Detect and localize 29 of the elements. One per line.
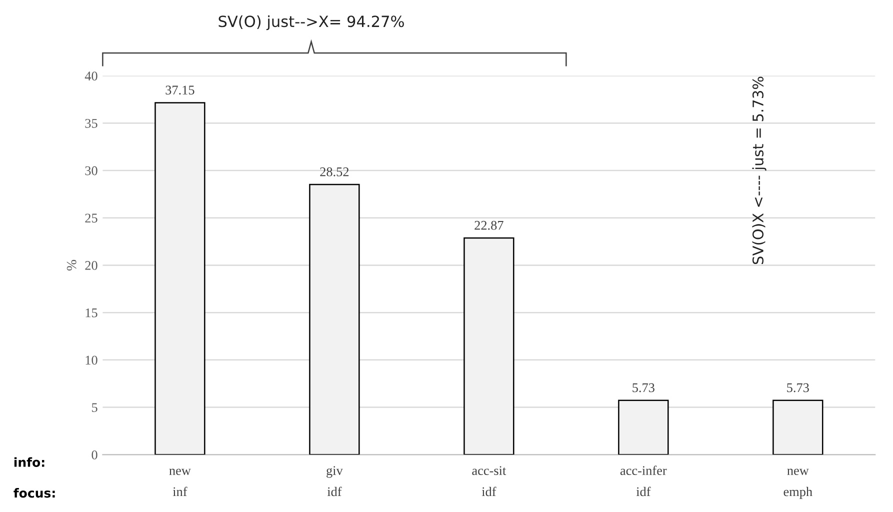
data-label: 37.15 (166, 86, 194, 95)
y-tick-label: 30 (85, 166, 98, 176)
x-tick-label: new inf (169, 468, 191, 496)
text: info: (14, 457, 44, 467)
data-label: 5.73 (787, 383, 809, 392)
bar (309, 184, 360, 455)
data-label: 28.52 (320, 167, 349, 176)
y-tick-label: 10 (86, 356, 98, 365)
annotation: SV(O)X <---- just = 5.73% (752, 76, 766, 264)
data-label: 5.73 (632, 383, 654, 392)
bar (464, 237, 514, 455)
y-tick-label: 0 (92, 450, 98, 460)
y-axis-title: % (66, 260, 76, 271)
text: SV(O) just-->X= 94.27% (218, 15, 404, 30)
y-tick-label: 25 (85, 214, 98, 223)
x-tick-label: new emph (784, 468, 812, 499)
x-tick-label: acc-infer idf (620, 466, 667, 496)
bar (618, 400, 669, 455)
y-tick-label: 15 (86, 308, 98, 318)
y-tick-label: 20 (85, 261, 98, 270)
y-tick-label: 40 (84, 72, 98, 80)
bar (154, 102, 206, 455)
x-tick-label: acc-sit idf (472, 466, 506, 496)
y-tick-label: 35 (85, 118, 98, 128)
data-label: 22.87 (474, 220, 504, 230)
bar (772, 400, 824, 455)
y-tick-label: 5 (92, 403, 98, 412)
x-tick-label: giv idf (326, 466, 343, 496)
text: focus: (14, 488, 55, 498)
